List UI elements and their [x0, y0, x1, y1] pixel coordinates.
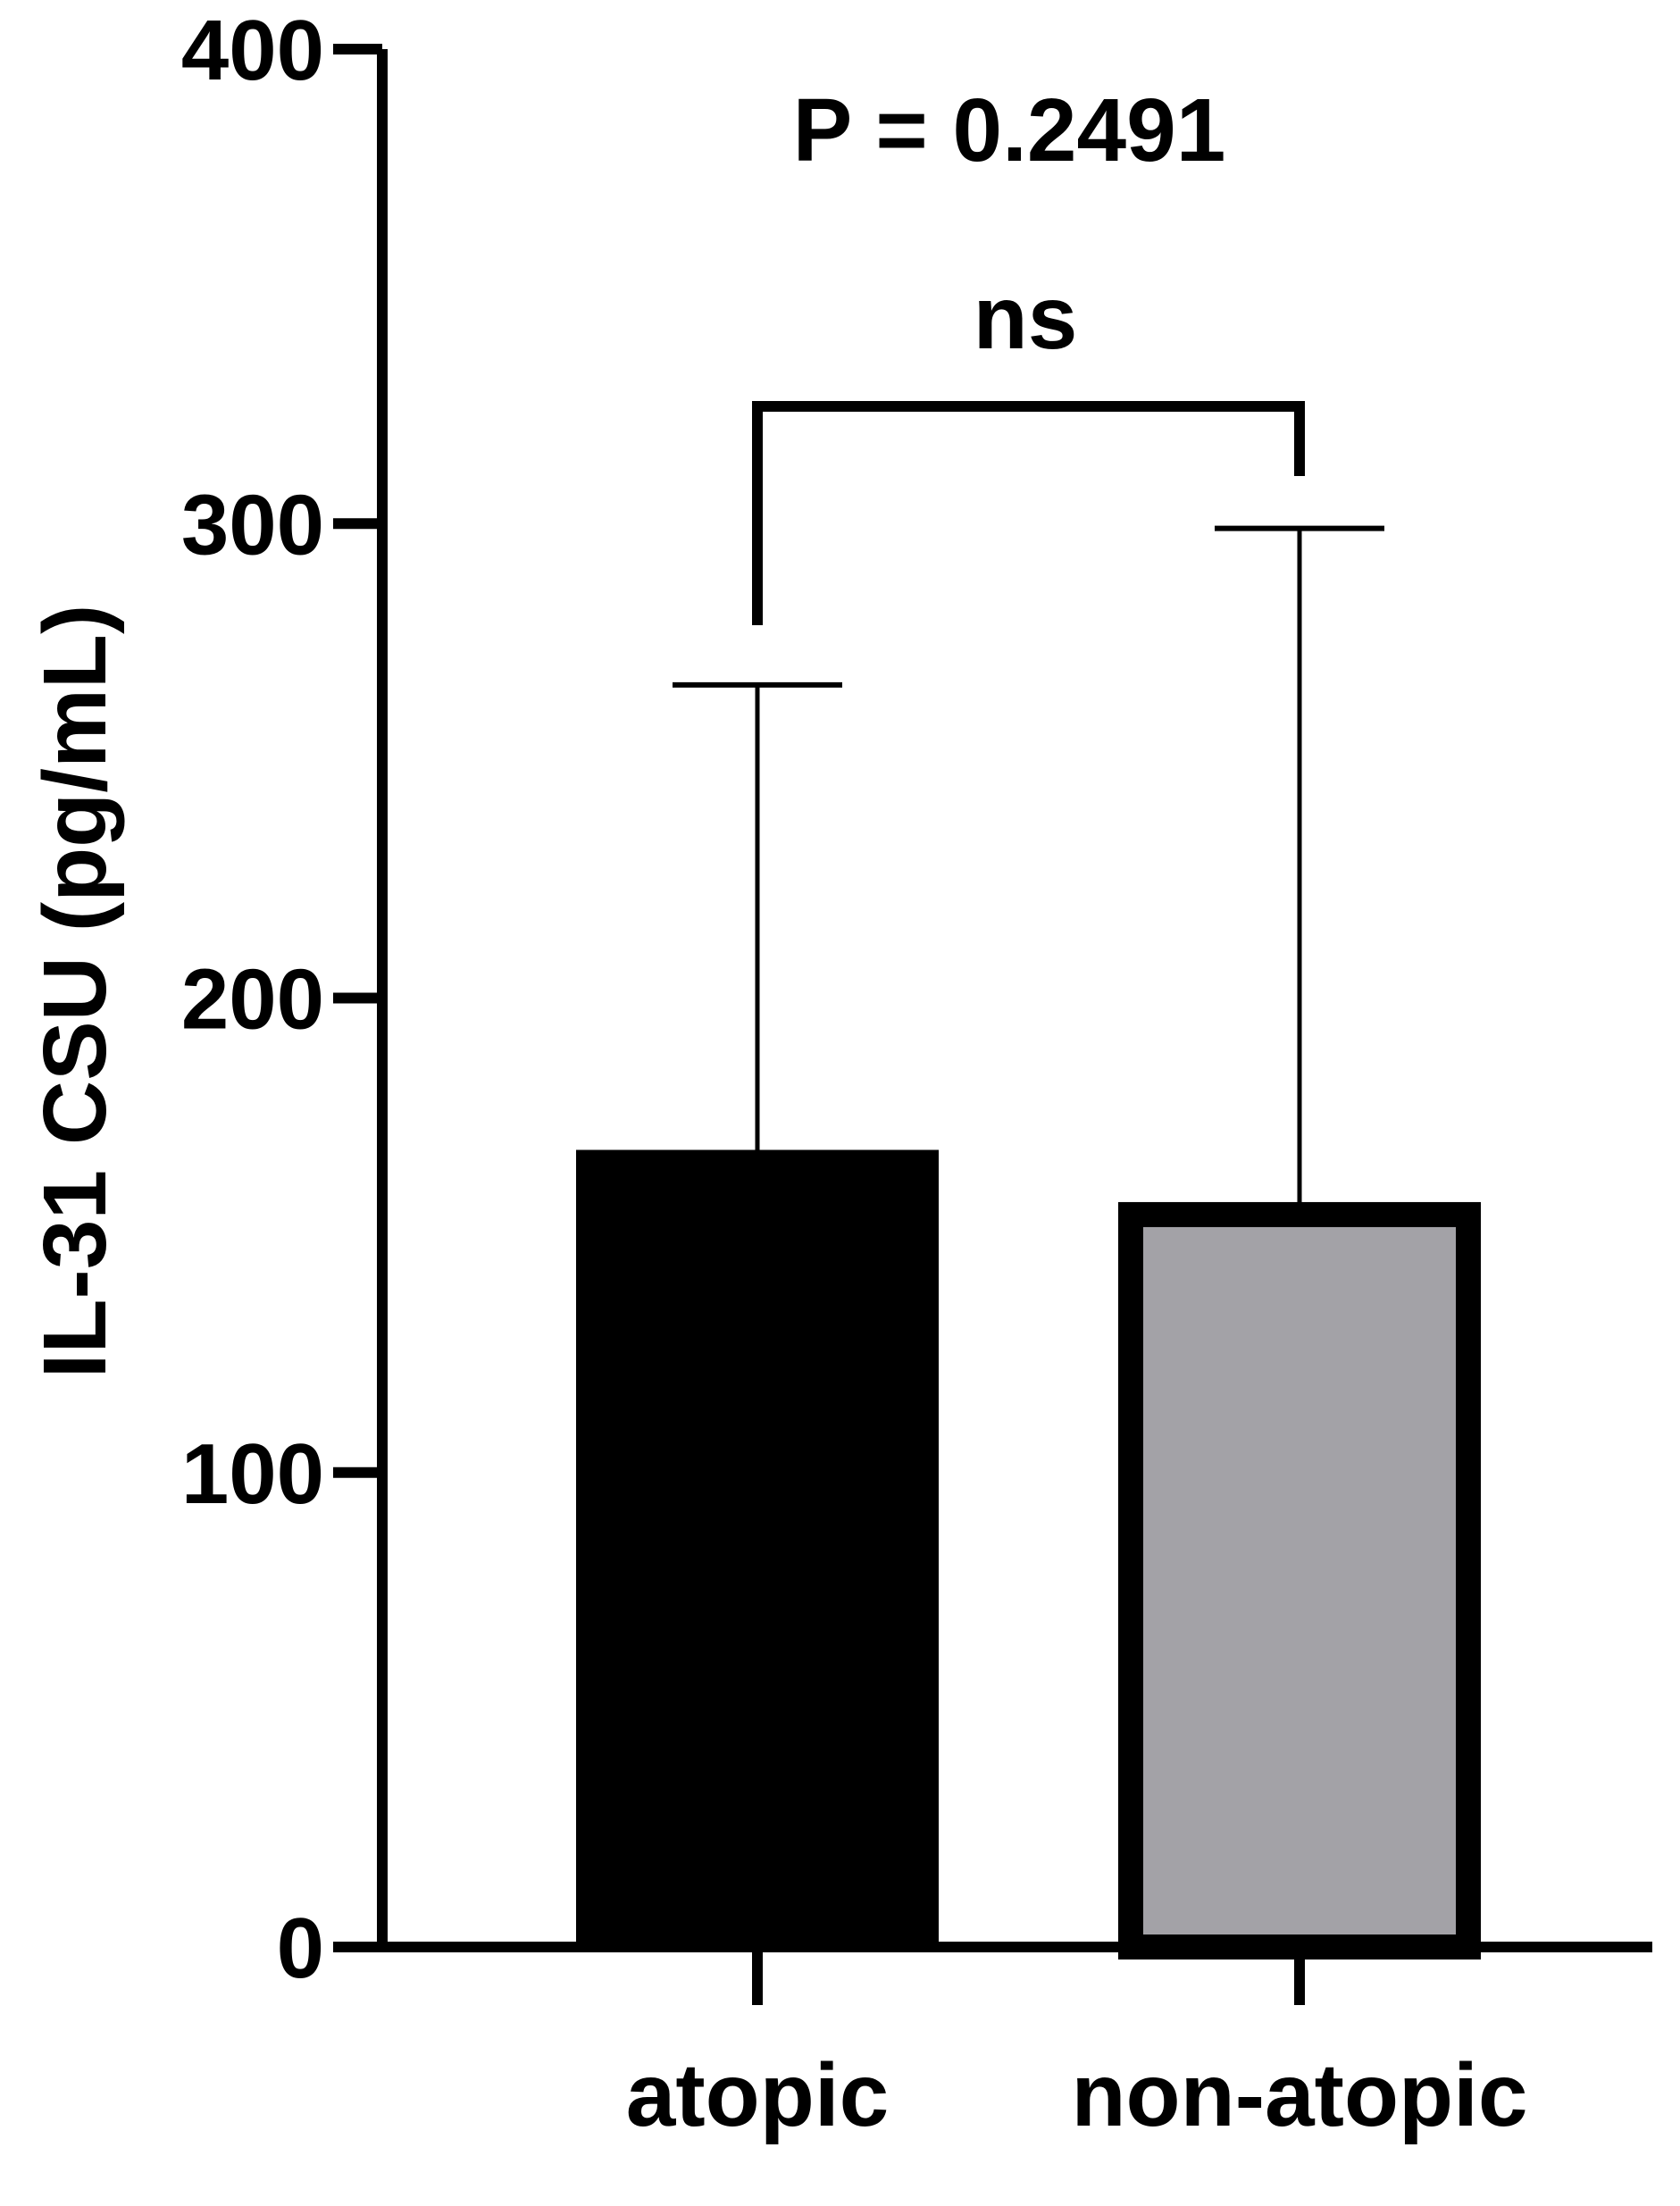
significance-label: ns — [974, 268, 1078, 368]
y-tick-label: 400 — [181, 3, 324, 98]
bar-atopic — [576, 1149, 939, 1947]
y-axis-title: IL-31 CSU (pg/mL) — [25, 605, 125, 1379]
x-tick-label-atopic: atopic — [626, 2045, 889, 2145]
significance-annotation — [752, 401, 1305, 625]
y-tick-label: 100 — [181, 1426, 324, 1522]
bars — [576, 1149, 1481, 1959]
p-value-label: P = 0.2491 — [793, 80, 1226, 180]
error-bars — [673, 525, 1384, 1202]
bar-non-atopic — [1118, 1201, 1481, 1959]
x-tick-label-non-atopic: non-atopic — [1071, 2045, 1527, 2145]
y-tick-label: 300 — [181, 477, 324, 572]
x-axis: atopic non-atopic — [377, 1942, 1652, 2145]
y-axis: 0 100 200 300 400 — [181, 3, 388, 1996]
significance-bracket — [752, 401, 1305, 625]
y-tick-label: 200 — [181, 952, 324, 1048]
y-tick-label: 0 — [277, 1901, 324, 1996]
